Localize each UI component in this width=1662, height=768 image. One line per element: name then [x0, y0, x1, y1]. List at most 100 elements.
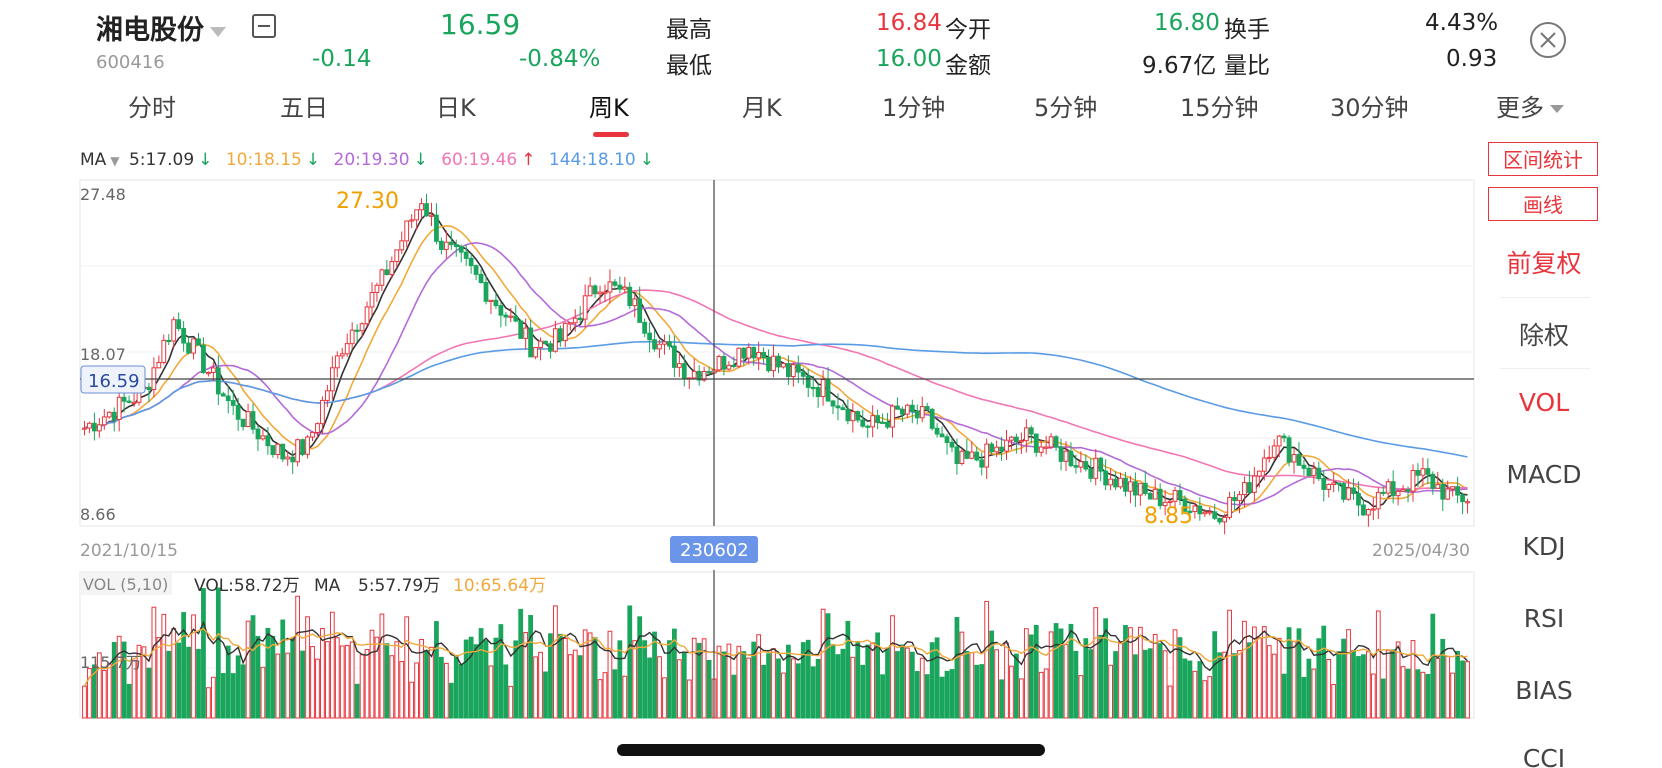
divider — [1500, 368, 1590, 369]
candle — [1043, 435, 1049, 455]
side-item-pre-adjusted[interactable]: 前复权 — [1506, 249, 1582, 278]
arrow-up-icon: ↑ — [521, 150, 536, 170]
volume-bar — [845, 620, 851, 719]
volume-bar — [840, 648, 846, 719]
tab-minute[interactable]: 分时 — [128, 94, 176, 122]
volume-bar — [805, 639, 811, 719]
volume-bar — [87, 668, 92, 719]
candle — [1222, 513, 1228, 535]
candle — [1227, 491, 1232, 520]
volume-bar — [176, 642, 182, 719]
volume-bar — [820, 608, 826, 719]
candle — [840, 404, 846, 411]
candle — [443, 230, 449, 259]
side-item-vol[interactable]: VOL — [1518, 388, 1570, 417]
volume-bar — [800, 642, 806, 719]
candle — [468, 253, 474, 274]
volume-bar — [1425, 674, 1431, 719]
volume-bar — [746, 657, 752, 719]
volume-bar — [1455, 650, 1460, 719]
side-item-bias[interactable]: BIAS — [1515, 676, 1573, 705]
tab-five-day[interactable]: 五日 — [280, 94, 328, 122]
candle — [359, 322, 365, 338]
candle — [82, 420, 87, 436]
candle — [384, 260, 390, 276]
candle — [290, 450, 296, 474]
tab-15min[interactable]: 15分钟 — [1180, 94, 1259, 122]
tab-daily-k[interactable]: 日K — [436, 94, 476, 122]
close-button[interactable] — [1530, 22, 1566, 58]
stock-name[interactable]: 湘电股份 — [96, 8, 226, 47]
volume-bar — [1415, 669, 1421, 719]
volume-bar — [1053, 623, 1059, 719]
vol-ma5-line — [83, 620, 1468, 687]
side-item-kdj[interactable]: KDJ — [1522, 532, 1566, 561]
y-axis-top: 27.48 — [80, 185, 126, 204]
volume-bar — [1118, 641, 1123, 719]
volume-bar — [553, 605, 558, 719]
tab-30min[interactable]: 30分钟 — [1330, 94, 1409, 122]
candle — [414, 209, 419, 230]
volume-bar — [835, 654, 841, 719]
tab-monthly-k[interactable]: 月K — [742, 94, 782, 122]
volume-bar — [443, 662, 449, 719]
candle — [548, 340, 553, 359]
candle — [240, 418, 246, 431]
side-item-rsi[interactable]: RSI — [1523, 604, 1565, 633]
volume-bar — [795, 663, 801, 719]
ma-label: MA — [80, 150, 107, 170]
volume-bar — [324, 641, 330, 719]
volume-bar — [1365, 651, 1371, 719]
volume-bar — [101, 669, 107, 719]
volume-bar — [201, 588, 206, 719]
home-indicator[interactable] — [617, 744, 1045, 756]
tab-1min[interactable]: 1分钟 — [882, 94, 946, 122]
candle — [1197, 497, 1203, 521]
volume-bar — [1172, 629, 1178, 719]
candle — [751, 346, 757, 366]
side-item-macd[interactable]: MACD — [1506, 460, 1582, 489]
candle — [543, 340, 548, 345]
candle — [706, 366, 712, 377]
tab-5min[interactable]: 5分钟 — [1034, 94, 1098, 122]
collapse-icon[interactable] — [252, 14, 276, 38]
volume-bar — [295, 595, 301, 719]
volume-bar — [1356, 656, 1361, 719]
tab-more[interactable]: 更多 — [1496, 88, 1564, 123]
candle — [121, 391, 127, 413]
ma-legend[interactable]: MA ▼ 5:17.09 ↓ 10:18.15 ↓ 20:19.30 ↓ 60:19.4… — [80, 150, 662, 170]
side-item-cci[interactable]: CCI — [1522, 744, 1566, 768]
volume-bar — [374, 636, 380, 719]
volume-bar — [1009, 665, 1014, 719]
volume-bar — [181, 612, 187, 719]
candle — [1316, 461, 1322, 481]
volume-bar — [508, 685, 514, 719]
volume-bar — [1222, 651, 1228, 719]
volume-bar — [488, 665, 494, 719]
vol-legend-title: VOL (5,10) — [83, 575, 168, 594]
volume-bar — [1346, 629, 1351, 719]
side-item-ex-rights[interactable]: 除权 — [1518, 321, 1569, 350]
candle — [1375, 487, 1381, 520]
tab-weekly-k[interactable]: 周K — [589, 94, 629, 122]
volume-bar — [979, 664, 985, 719]
volume-bar — [989, 630, 995, 719]
volume-bar — [1276, 637, 1282, 719]
candle — [622, 276, 628, 294]
candle — [394, 249, 400, 268]
candle — [196, 332, 201, 346]
candle — [379, 268, 385, 292]
volume-bar — [850, 656, 856, 719]
candle — [235, 397, 241, 432]
candle — [1306, 465, 1312, 478]
candle — [439, 237, 444, 255]
volume-bar — [364, 648, 370, 719]
volume-bar — [523, 632, 529, 719]
volume-bar — [1078, 675, 1084, 719]
draw-line-button[interactable]: 画线 — [1488, 187, 1598, 221]
range-stats-button[interactable]: 区间统计 — [1488, 142, 1598, 176]
ma144-value: 144:18.10 ↓ — [548, 150, 654, 170]
candle — [1405, 486, 1411, 503]
volume-bar — [1004, 642, 1009, 719]
